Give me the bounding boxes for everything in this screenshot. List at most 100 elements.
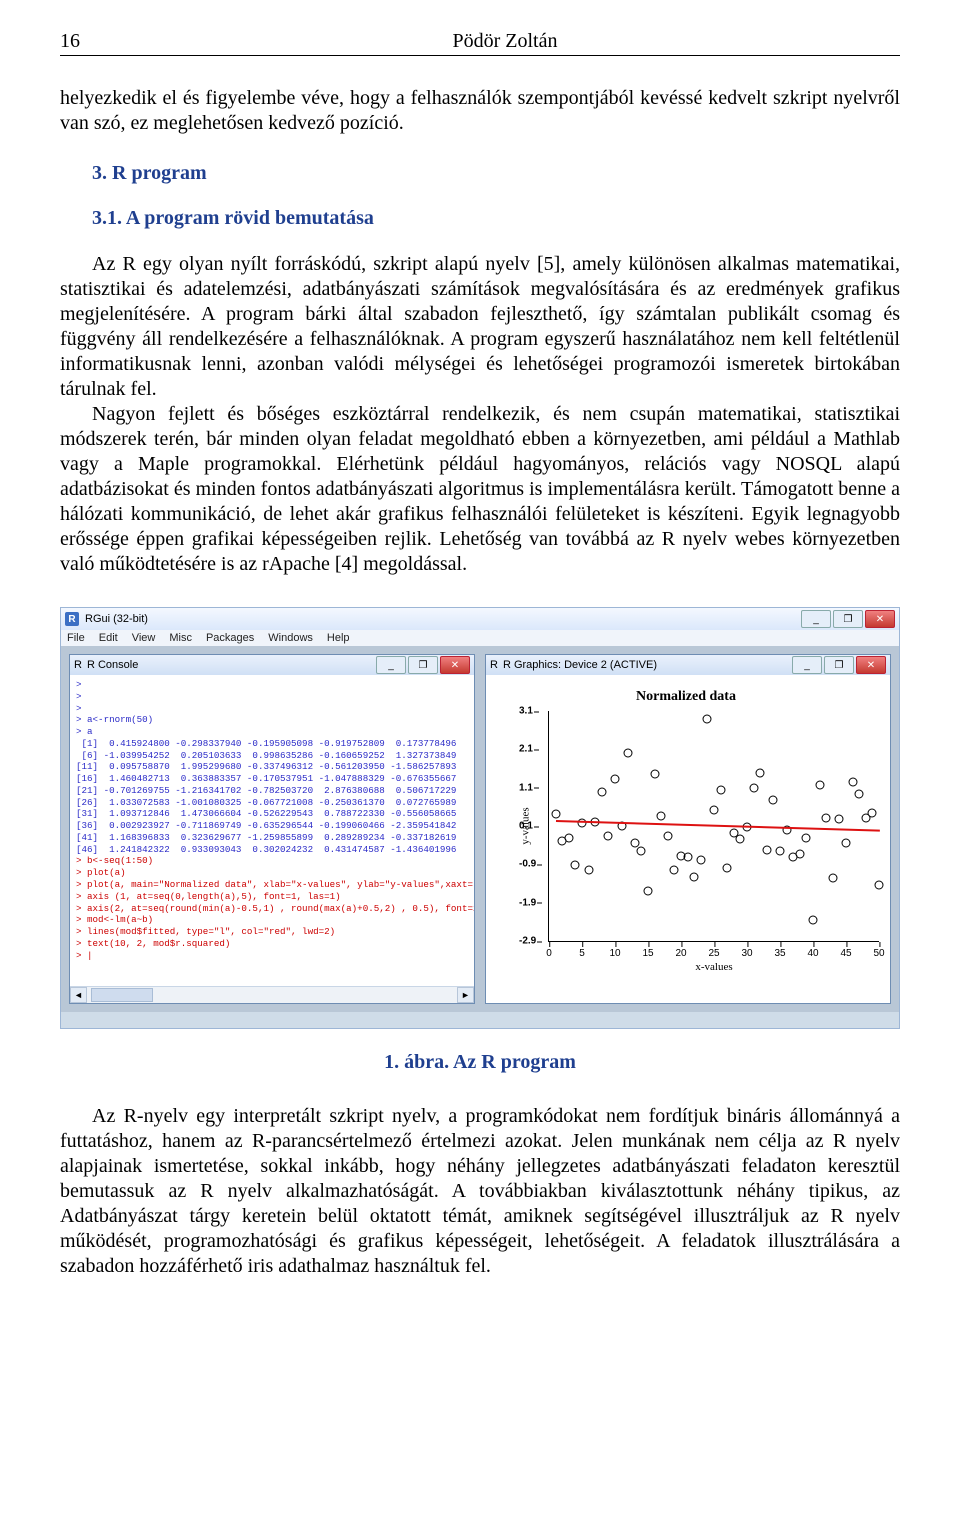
scroll-left-icon[interactable]: ◄ (70, 987, 87, 1003)
figure-caption: 1. ábra. Az R program (60, 1051, 900, 1074)
maximize-button[interactable]: ❐ (824, 656, 854, 674)
scatter-point (670, 866, 679, 875)
scatter-point (855, 790, 864, 799)
x-tick: 40 (807, 948, 818, 959)
scatter-point (736, 835, 745, 844)
scatter-point (809, 916, 818, 925)
scatter-point (611, 774, 620, 783)
menu-item-file[interactable]: File (67, 632, 85, 644)
menu-item-misc[interactable]: Misc (169, 632, 192, 644)
plot-title: Normalized data (500, 689, 872, 705)
minimize-button[interactable]: _ (792, 656, 822, 674)
r-logo-icon: R (490, 659, 498, 671)
maximize-button[interactable]: ❐ (408, 656, 438, 674)
r-graphics-window: R R Graphics: Device 2 (ACTIVE) _ ❐ ✕ No… (485, 654, 891, 1004)
scatter-point (657, 812, 666, 821)
scatter-point (690, 872, 699, 881)
x-tick: 0 (546, 948, 552, 959)
scatter-point (624, 749, 633, 758)
minimize-button[interactable]: _ (801, 610, 831, 628)
regression-line (556, 820, 879, 832)
scatter-point (604, 831, 613, 840)
x-tick: 30 (741, 948, 752, 959)
paragraph-3: Nagyon fejlett és bőséges eszköztárral r… (60, 402, 900, 577)
scatter-point (842, 838, 851, 847)
graphics-titlebar: R R Graphics: Device 2 (ACTIVE) _ ❐ ✕ (486, 655, 890, 675)
close-button[interactable]: ✕ (440, 656, 470, 674)
scatter-point (630, 838, 639, 847)
scatter-point (696, 855, 705, 864)
app-titlebar: R RGui (32-bit) _ ❐ ✕ (61, 608, 899, 630)
close-button[interactable]: ✕ (865, 610, 895, 628)
y-tick: -2.9 (519, 936, 536, 947)
scatter-point (762, 846, 771, 855)
console-output[interactable]: > > > > a<-rnorm(50) > a [1] 0.415924800… (70, 675, 474, 986)
statusbar (61, 1012, 899, 1028)
scatter-point (868, 809, 877, 818)
x-tick: 25 (708, 948, 719, 959)
scatter-point (756, 769, 765, 778)
minimize-button[interactable]: _ (376, 656, 406, 674)
scatter-point (723, 864, 732, 873)
scatter-point (597, 787, 606, 796)
console-titlebar: R R Console _ ❐ ✕ (70, 655, 474, 675)
r-logo-icon: R (74, 659, 82, 671)
scatter-point (644, 886, 653, 895)
x-tick: 35 (774, 948, 785, 959)
x-tick: 20 (675, 948, 686, 959)
x-tick: 45 (840, 948, 851, 959)
menu-item-windows[interactable]: Windows (268, 632, 313, 644)
paragraph-2: Az R egy olyan nyílt forráskódú, szkript… (60, 252, 900, 402)
y-tick: 2.1 (519, 744, 533, 755)
y-tick: 1.1 (519, 782, 533, 793)
x-tick: 50 (873, 948, 884, 959)
scroll-thumb[interactable] (91, 988, 153, 1002)
y-tick: 3.1 (519, 706, 533, 717)
mdi-area: R R Console _ ❐ ✕ > > > > a<-rnorm(50) >… (61, 646, 899, 1012)
scatter-point (564, 833, 573, 842)
scatter-point (828, 874, 837, 883)
menu-item-packages[interactable]: Packages (206, 632, 254, 644)
scatter-point (776, 847, 785, 856)
scatter-point (802, 833, 811, 842)
graphics-title: R Graphics: Device 2 (ACTIVE) (503, 659, 792, 671)
x-axis-label: x-values (695, 961, 732, 973)
x-tick: 5 (579, 948, 585, 959)
plot-area: Normalized data y-values x-values 051015… (486, 675, 890, 1003)
paragraph-1: helyezkedik el és figyelembe véve, hogy … (60, 86, 900, 136)
maximize-button[interactable]: ❐ (833, 610, 863, 628)
paragraph-4: Az R-nyelv egy interpretált szkript nyel… (60, 1104, 900, 1279)
page-author: Pödör Zoltán (110, 30, 900, 53)
y-tick: -1.9 (519, 897, 536, 908)
horizontal-scrollbar[interactable]: ◄ ► (70, 986, 474, 1003)
x-tick: 10 (609, 948, 620, 959)
scatter-point (795, 850, 804, 859)
heading-3-1: 3.1. A program rövid bemutatása (92, 207, 900, 230)
r-console-window: R R Console _ ❐ ✕ > > > > a<-rnorm(50) >… (69, 654, 475, 1004)
y-tick: 0.1 (519, 821, 533, 832)
menu-item-view[interactable]: View (132, 632, 156, 644)
scatter-point (551, 809, 560, 818)
menu-bar: File Edit View Misc Packages Windows Help (61, 630, 899, 646)
menu-item-help[interactable]: Help (327, 632, 350, 644)
scatter-point (875, 881, 884, 890)
scatter-point (716, 786, 725, 795)
scatter-point (822, 813, 831, 822)
close-button[interactable]: ✕ (856, 656, 886, 674)
menu-item-edit[interactable]: Edit (99, 632, 118, 644)
scatter-point (815, 780, 824, 789)
plot-axes: y-values x-values 05101520253035404550-2… (548, 711, 879, 942)
app-title: RGui (32-bit) (85, 613, 801, 625)
scatter-point (683, 852, 692, 861)
scatter-point (769, 795, 778, 804)
page-number: 16 (60, 30, 110, 53)
scatter-point (848, 778, 857, 787)
scatter-point (749, 784, 758, 793)
scroll-right-icon[interactable]: ► (457, 987, 474, 1003)
y-tick: -0.9 (519, 859, 536, 870)
scatter-point (835, 814, 844, 823)
page-header: 16 Pödör Zoltán (60, 30, 900, 56)
heading-3: 3. R program (92, 162, 900, 185)
scatter-point (650, 769, 659, 778)
scatter-point (663, 832, 672, 841)
